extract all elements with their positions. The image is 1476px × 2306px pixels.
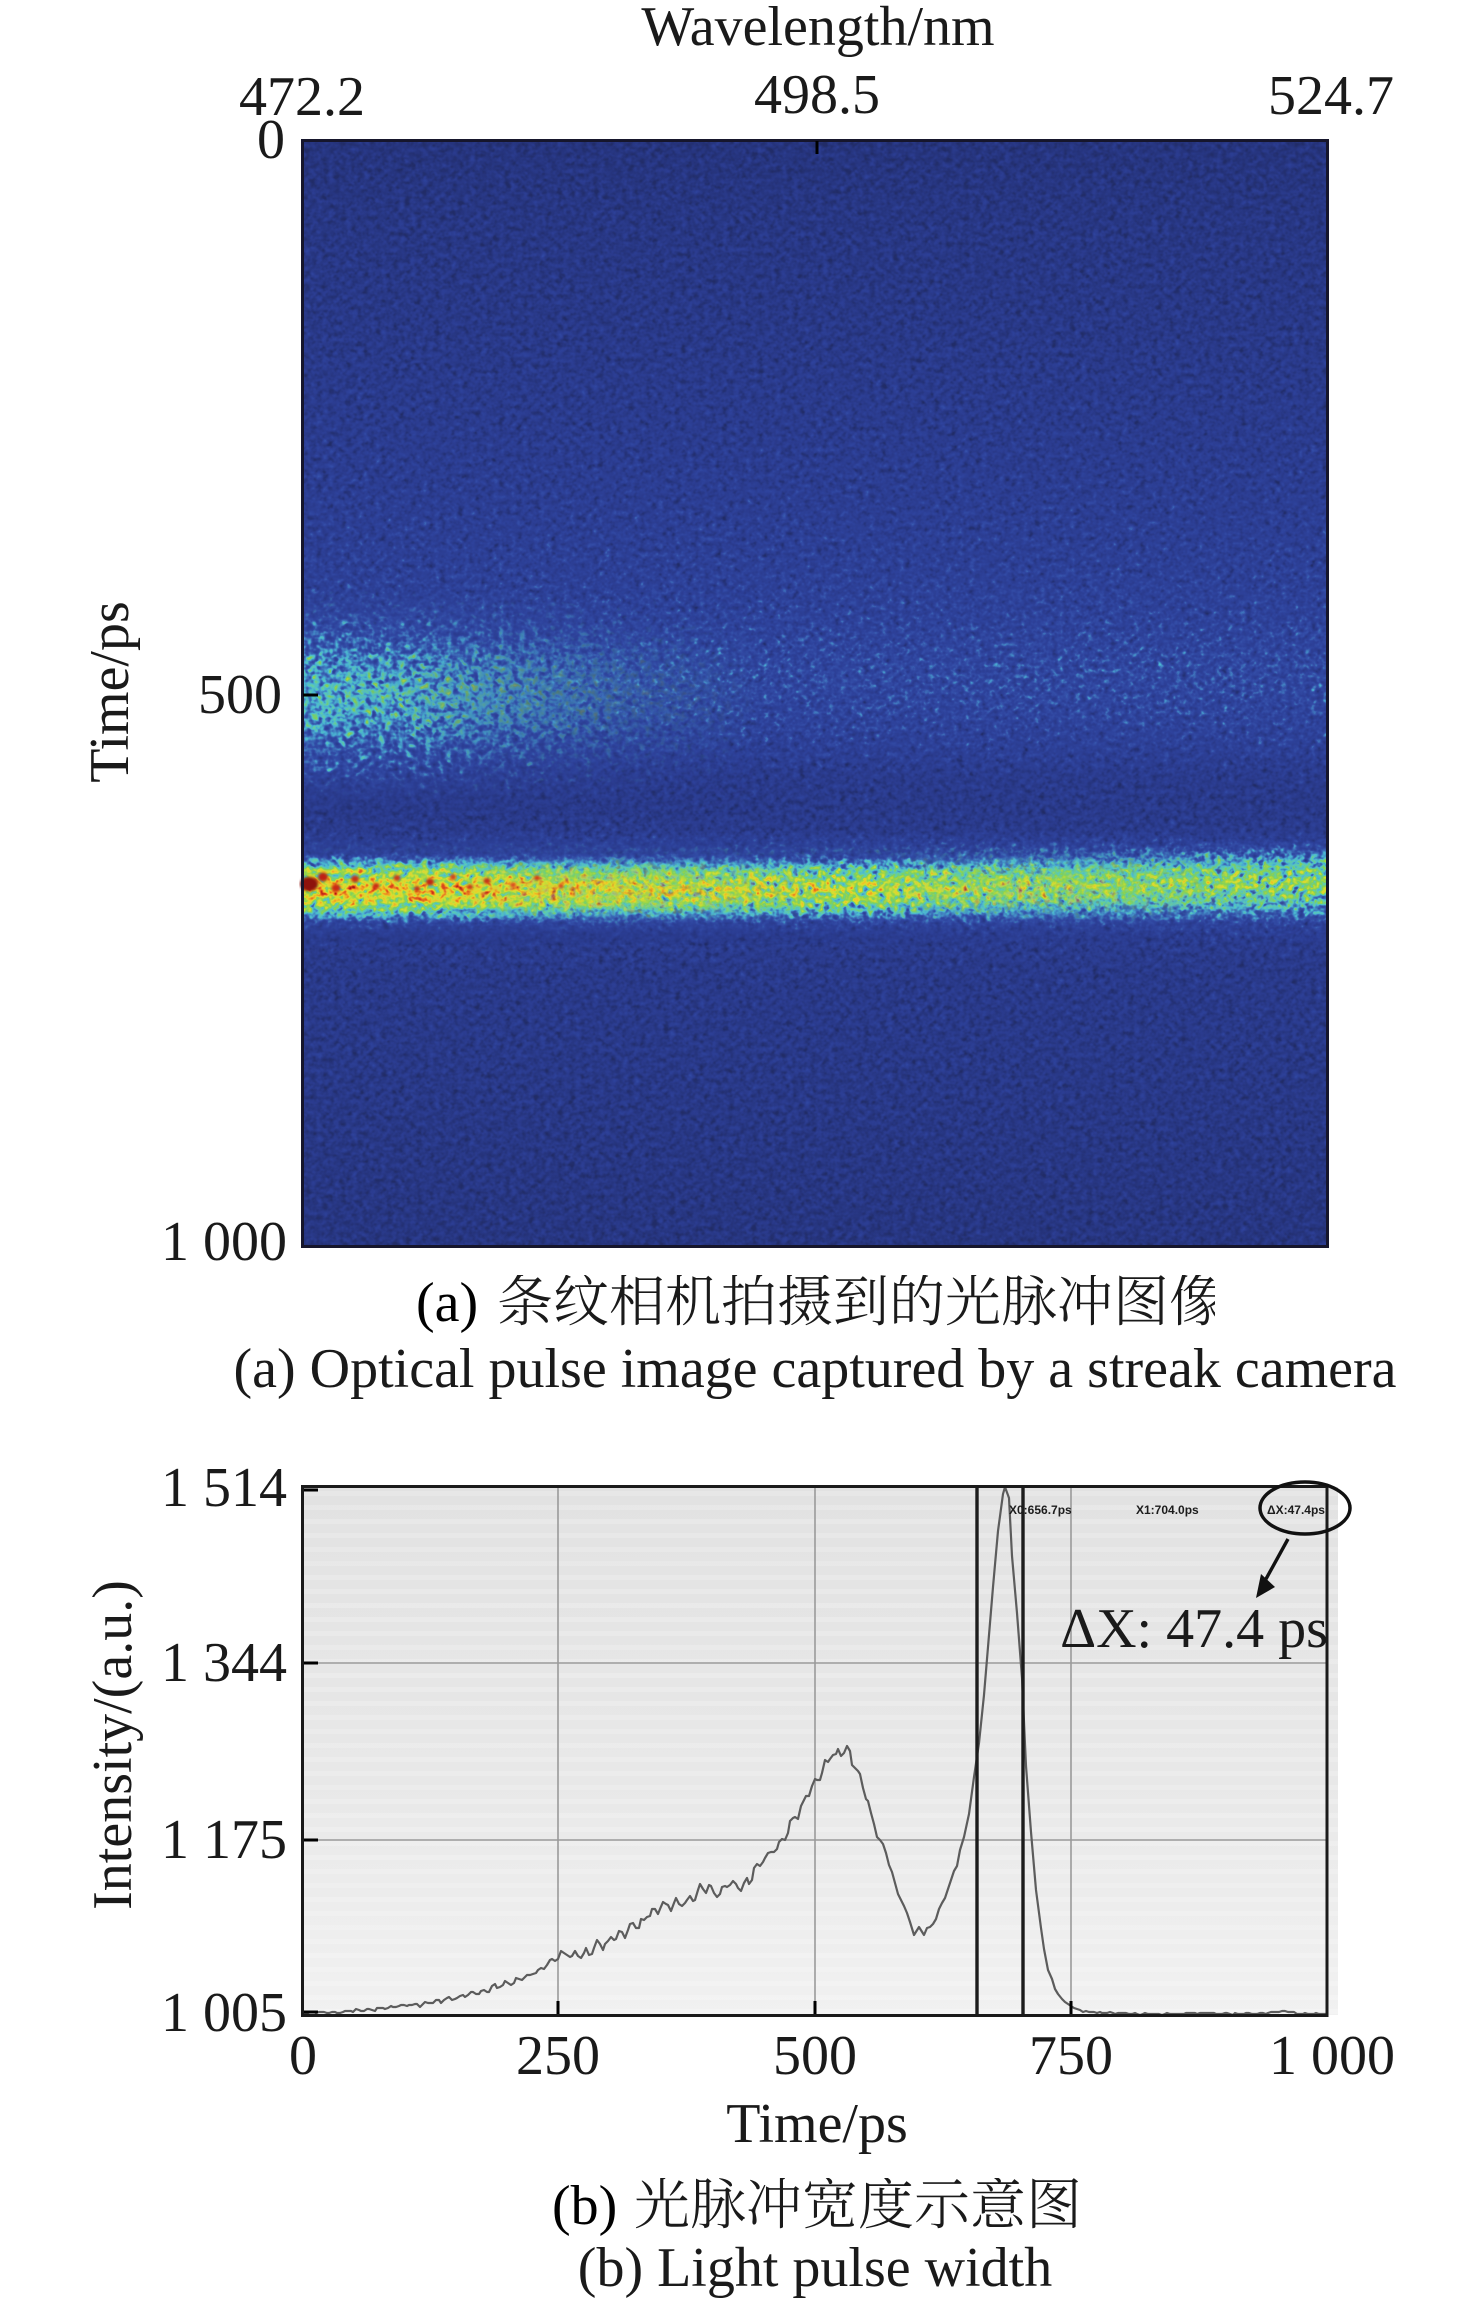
svg-text:(b): (b) — [552, 2178, 617, 2237]
svg-text:X0:656.7ps: X0:656.7ps — [1009, 1503, 1072, 1517]
svg-text:X1:704.0ps: X1:704.0ps — [1136, 1503, 1199, 1517]
svg-text:ΔX:47.4ps: ΔX:47.4ps — [1267, 1503, 1325, 1517]
svg-text:(a): (a) — [416, 1275, 478, 1334]
